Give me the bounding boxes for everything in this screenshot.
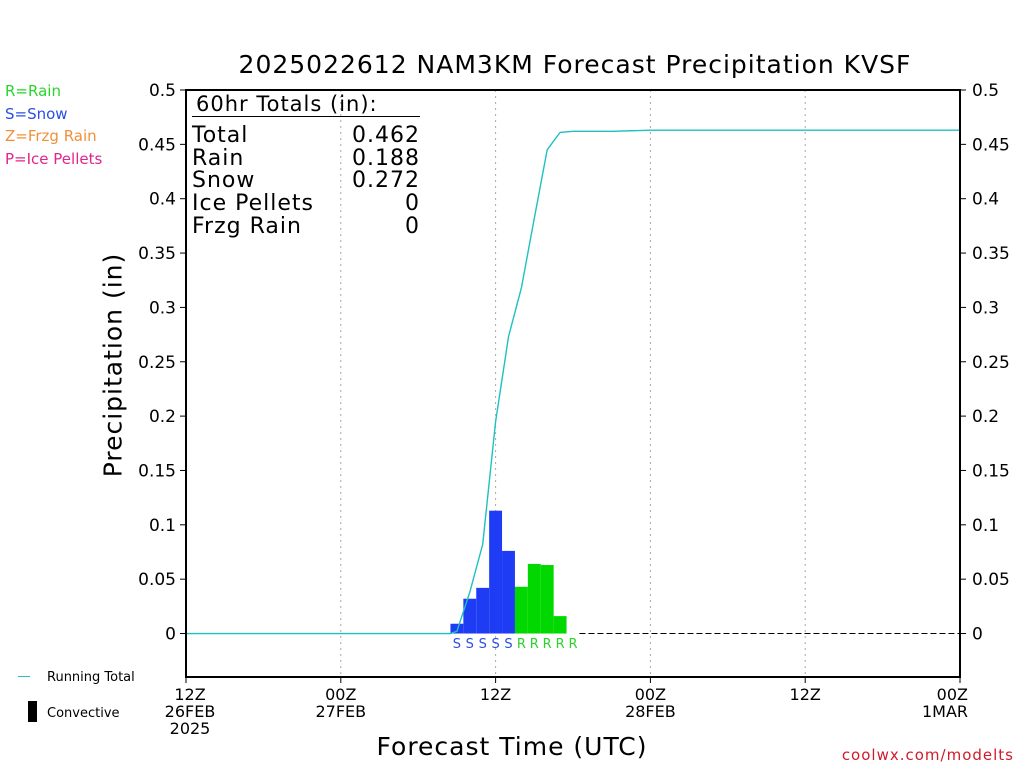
ptype-label: R [543, 637, 552, 652]
running-total-legend-label: Running Total [47, 670, 135, 685]
totals-row-label: Frzg Rain [192, 213, 302, 239]
precip-bar [553, 616, 567, 634]
y-tick-label-left: 0.05 [138, 570, 176, 590]
y-tick-label-right: 0.4 [972, 190, 999, 210]
x-tick-label: 28FEB [625, 702, 676, 721]
totals-row-label: Total [192, 123, 249, 148]
x-tick-label: 27FEB [315, 702, 366, 721]
y-tick-label-left: 0.35 [138, 244, 176, 264]
y-tick-label-right: 0.25 [972, 353, 1010, 373]
totals-row-value: 0.272 [352, 168, 420, 194]
ptype-label: R [556, 637, 565, 652]
ptype-label: S [491, 637, 499, 652]
ptype-label: S [466, 637, 474, 652]
precip-bar [502, 550, 515, 634]
precip-bar [527, 563, 541, 634]
x-tick-label: 1MAR [922, 702, 968, 721]
x-tick-label: 12Z [790, 685, 821, 704]
y-tick-label-right: 0 [972, 625, 983, 645]
precip-bar [476, 587, 490, 634]
ptype-label: S [504, 637, 512, 652]
y-tick-label-right: 0.5 [972, 81, 999, 101]
totals-row: Frzg Rain 0 [192, 213, 420, 239]
y-tick-label-left: 0.5 [149, 81, 176, 101]
totals-row-label: Rain [192, 145, 245, 171]
y-tick-label-right: 0.1 [972, 516, 999, 536]
ptype-legend-item: P=Ice Pellets [5, 149, 103, 168]
totals-row: Rain 0.188 [192, 145, 420, 171]
ptype-label: S [453, 637, 461, 652]
ptype-label: R [530, 637, 539, 652]
y-tick-label-right: 0.3 [972, 298, 999, 318]
totals-row-label: Ice Pellets [192, 191, 314, 217]
plot-frame [185, 89, 961, 678]
x-tick-label: 26FEB [165, 702, 216, 721]
convective-swatch [28, 701, 37, 722]
y-tick-label-left: 0.2 [149, 407, 176, 427]
precip-bar [540, 565, 554, 634]
y-axis-label: Precipitation (in) [98, 252, 128, 478]
totals-row: Total 0.462 [192, 123, 420, 148]
running-total-line [186, 129, 960, 635]
totals-row-label: Snow [192, 168, 256, 194]
precip-bar [450, 623, 464, 634]
y-tick-label-right: 0.2 [972, 407, 999, 427]
y-tick-label-left: 0.25 [138, 353, 176, 373]
x-tick-label: 00Z [325, 685, 356, 704]
ptype-legend-item: S=Snow [5, 104, 68, 123]
y-tick-label-right: 0.05 [972, 570, 1010, 590]
y-tick-label-left: 0.1 [149, 516, 176, 536]
y-tick-label-right: 0.45 [972, 135, 1010, 155]
totals-row: Ice Pellets 0 [192, 191, 420, 217]
x-tick-label: 00Z [937, 685, 968, 704]
credit-text: coolwx.com/modelts [841, 746, 1014, 764]
x-tick-label: 2025 [170, 719, 211, 738]
y-tick-label-left: 0.45 [138, 135, 176, 155]
ptype-label: R [517, 637, 526, 652]
y-tick-label-left: 0.3 [149, 298, 176, 318]
y-tick-label-left: 0 [165, 625, 176, 645]
running-total-swatch [18, 676, 30, 677]
x-tick-label: 00Z [635, 685, 666, 704]
y-tick-label-left: 0.15 [138, 461, 176, 481]
totals-row-value: 0.188 [352, 145, 420, 171]
chart-title: 2025022612 NAM3KM Forecast Precipitation… [238, 50, 912, 79]
y-tick-label-left: 0.4 [149, 190, 176, 210]
ptype-legend-item: R=Rain [5, 82, 61, 100]
y-tick-label-right: 0.35 [972, 244, 1010, 264]
ptype-label: R [568, 637, 577, 652]
precip-bar [489, 510, 503, 634]
precip-bar [463, 598, 477, 634]
totals-row: Snow 0.272 [192, 168, 420, 194]
totals-row-value: 0.462 [352, 123, 420, 148]
x-tick-label: 12Z [480, 685, 511, 704]
ptype-label: S [479, 637, 487, 652]
x-axis-label: Forecast Time (UTC) [376, 732, 648, 761]
ptype-legend-item: Z=Frzg Rain [5, 127, 97, 145]
totals-row-value: 0 [405, 191, 420, 217]
y-tick-label-right: 0.15 [972, 461, 1010, 481]
convective-legend-label: Convective [47, 706, 120, 721]
totals-divider [192, 116, 420, 117]
totals-row-value: 0 [405, 213, 420, 239]
totals-header: 60hr Totals (in): [196, 92, 378, 116]
x-tick-label: 12Z [174, 685, 205, 704]
precip-bar [514, 586, 528, 634]
